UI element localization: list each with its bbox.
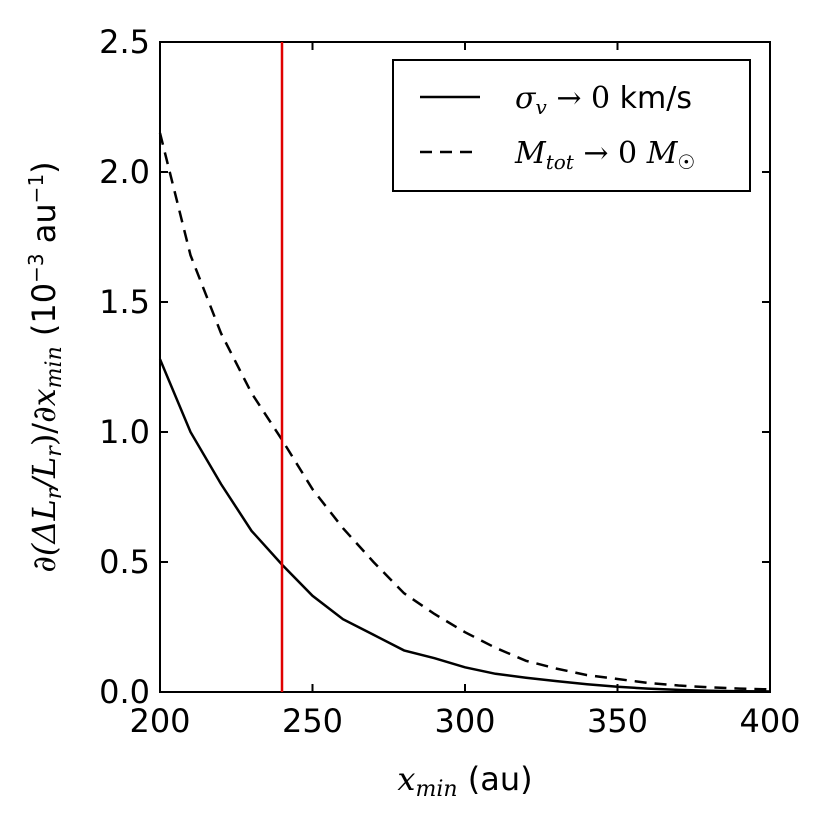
legend-label-dashed: Mtot → 0 M☉ xyxy=(514,136,695,174)
y-axis-label: ∂(ΔLr/Lr)/∂xmin (10−3 au−1) xyxy=(24,161,67,572)
y-tick-label: 2.5 xyxy=(99,23,150,61)
x-tick-label: 200 xyxy=(129,702,190,740)
series-layer xyxy=(158,42,771,693)
x-tick-label: 400 xyxy=(739,702,800,740)
y-tick-label: 1.0 xyxy=(99,413,150,451)
x-tick-label: 300 xyxy=(434,702,495,740)
x-tick-label: 250 xyxy=(282,702,343,740)
y-tick-label: 0.5 xyxy=(99,543,150,581)
legend-box xyxy=(392,59,751,192)
legend: σv → 0 km/s Mtot → 0 M☉ xyxy=(392,59,751,192)
y-axis: 0.0 0.5 1.0 1.5 2.0 2.5 xyxy=(99,23,770,711)
x-tick-label: 350 xyxy=(587,702,648,740)
x-axis: 200 250 300 350 400 xyxy=(129,42,801,740)
series-line-dashed xyxy=(158,132,771,691)
legend-label-solid: σv → 0 km/s xyxy=(515,81,692,119)
x-axis-label: xmin (au) xyxy=(397,760,532,802)
y-tick-label: 0.0 xyxy=(99,673,150,711)
y-tick-label: 2.0 xyxy=(99,153,150,191)
series-line-solid xyxy=(158,358,771,693)
y-tick-label: 1.5 xyxy=(99,283,150,321)
